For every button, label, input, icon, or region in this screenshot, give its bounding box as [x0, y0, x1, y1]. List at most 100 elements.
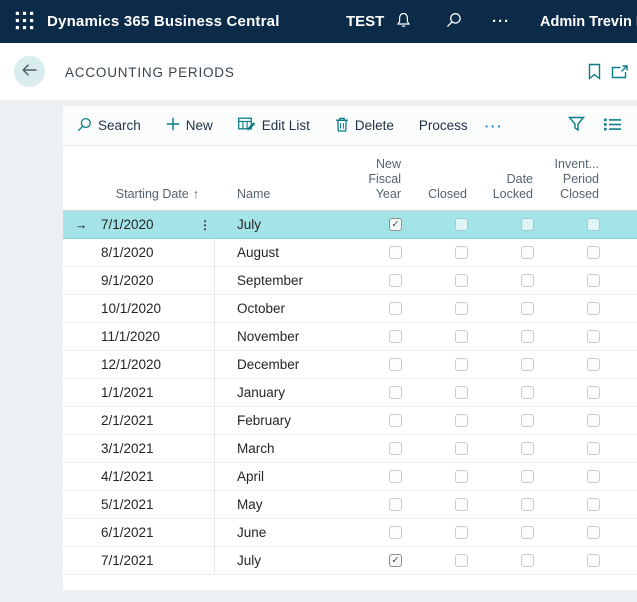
column-header-new-fiscal-year[interactable]: New Fiscal Year [343, 146, 409, 210]
checkbox-closed[interactable] [409, 526, 475, 539]
checkbox-new-fiscal-year[interactable] [343, 498, 409, 511]
cell-name[interactable]: October [215, 301, 343, 316]
checkbox-new-fiscal-year[interactable] [343, 246, 409, 259]
toolbar-more-button[interactable]: ··· [485, 118, 504, 134]
checkbox-closed[interactable] [409, 470, 475, 483]
cell-name[interactable]: April [215, 469, 343, 484]
table-row[interactable]: 10/1/2020 October [63, 295, 637, 323]
checkbox-new-fiscal-year[interactable] [343, 302, 409, 315]
cell-starting-date[interactable]: 9/1/2020 [99, 273, 199, 288]
checkbox-date-locked[interactable] [475, 414, 541, 427]
table-row[interactable]: 8/1/2020 August [63, 239, 637, 267]
row-menu-icon[interactable] [199, 519, 215, 546]
cell-name[interactable]: August [215, 245, 343, 260]
checkbox-inventory-period-closed[interactable] [541, 414, 607, 427]
open-in-new-window-button[interactable] [611, 65, 628, 82]
checkbox-new-fiscal-year[interactable] [343, 442, 409, 455]
table-row[interactable]: 6/1/2021 June [63, 519, 637, 547]
row-menu-icon[interactable] [199, 379, 215, 406]
cell-name[interactable]: January [215, 385, 343, 400]
checkbox-inventory-period-closed[interactable] [541, 386, 607, 399]
table-row[interactable]: 2/1/2021 February [63, 407, 637, 435]
cell-starting-date[interactable]: 10/1/2020 [99, 301, 199, 316]
app-launcher-button[interactable] [6, 0, 42, 43]
cell-starting-date[interactable]: 6/1/2021 [99, 525, 199, 540]
new-button[interactable]: New [166, 117, 213, 134]
cell-starting-date[interactable]: 3/1/2021 [99, 441, 199, 456]
navbar-more-button[interactable]: ··· [492, 0, 510, 43]
table-row[interactable]: 11/1/2020 November [63, 323, 637, 351]
checkbox-date-locked[interactable] [475, 554, 541, 567]
checkbox-closed[interactable] [409, 498, 475, 511]
search-list-button[interactable]: Search [77, 117, 141, 135]
user-menu[interactable]: Admin Trevin N [540, 0, 637, 43]
checkbox-new-fiscal-year[interactable] [343, 414, 409, 427]
row-menu-icon[interactable] [199, 267, 215, 294]
checkbox-inventory-period-closed[interactable] [541, 274, 607, 287]
cell-starting-date[interactable]: 5/1/2021 [99, 497, 199, 512]
table-row[interactable]: 7/1/2021 July ✓ [63, 547, 637, 575]
choose-view-button[interactable] [604, 118, 621, 134]
checkbox-new-fiscal-year[interactable] [343, 330, 409, 343]
edit-list-button[interactable]: Edit List [238, 117, 310, 134]
row-menu-icon[interactable] [199, 351, 215, 378]
column-header-date-locked[interactable]: Date Locked [475, 146, 541, 210]
checkbox-closed[interactable] [409, 414, 475, 427]
process-menu-button[interactable]: Process [419, 118, 468, 133]
checkbox-inventory-period-closed[interactable] [541, 358, 607, 371]
back-button[interactable] [14, 56, 45, 87]
table-row[interactable]: 5/1/2021 May [63, 491, 637, 519]
cell-starting-date[interactable]: 11/1/2020 [99, 329, 199, 344]
notifications-button[interactable] [396, 0, 411, 43]
row-menu-icon[interactable] [199, 407, 215, 434]
checkbox-new-fiscal-year[interactable]: ✓ [343, 218, 409, 231]
row-menu-icon[interactable] [199, 435, 215, 462]
checkbox-inventory-period-closed[interactable] [541, 498, 607, 511]
checkbox-closed[interactable] [409, 554, 475, 567]
cell-starting-date[interactable]: 7/1/2021 [99, 553, 199, 568]
checkbox-inventory-period-closed[interactable] [541, 442, 607, 455]
cell-name[interactable]: December [215, 357, 343, 372]
table-row[interactable]: 9/1/2020 September [63, 267, 637, 295]
checkbox-inventory-period-closed[interactable] [541, 246, 607, 259]
checkbox-closed[interactable] [409, 274, 475, 287]
checkbox-date-locked[interactable] [475, 470, 541, 483]
checkbox-new-fiscal-year[interactable]: ✓ [343, 554, 409, 567]
checkbox-date-locked[interactable] [475, 442, 541, 455]
checkbox-date-locked[interactable] [475, 498, 541, 511]
checkbox-closed[interactable] [409, 218, 475, 231]
checkbox-date-locked[interactable] [475, 526, 541, 539]
table-row[interactable]: → 7/1/2020 ⋮ July ✓ [63, 211, 637, 239]
checkbox-inventory-period-closed[interactable] [541, 302, 607, 315]
checkbox-closed[interactable] [409, 302, 475, 315]
row-menu-icon[interactable] [199, 323, 215, 350]
cell-name[interactable]: February [215, 413, 343, 428]
checkbox-date-locked[interactable] [475, 218, 541, 231]
table-row[interactable]: 3/1/2021 March [63, 435, 637, 463]
delete-button[interactable]: Delete [335, 117, 394, 135]
cell-name[interactable]: July [215, 217, 343, 232]
checkbox-closed[interactable] [409, 330, 475, 343]
table-row[interactable]: 4/1/2021 April [63, 463, 637, 491]
checkbox-date-locked[interactable] [475, 358, 541, 371]
environment-badge[interactable]: TEST [346, 0, 384, 43]
cell-starting-date[interactable]: 4/1/2021 [99, 469, 199, 484]
table-row[interactable]: 12/1/2020 December [63, 351, 637, 379]
checkbox-inventory-period-closed[interactable] [541, 470, 607, 483]
cell-starting-date[interactable]: 8/1/2020 [99, 245, 199, 260]
cell-starting-date[interactable]: 2/1/2021 [99, 413, 199, 428]
checkbox-new-fiscal-year[interactable] [343, 470, 409, 483]
checkbox-new-fiscal-year[interactable] [343, 526, 409, 539]
checkbox-inventory-period-closed[interactable] [541, 218, 607, 231]
row-menu-icon[interactable] [199, 463, 215, 490]
cell-name[interactable]: November [215, 329, 343, 344]
row-menu-icon[interactable]: ⋮ [199, 211, 215, 238]
cell-name[interactable]: September [215, 273, 343, 288]
checkbox-closed[interactable] [409, 442, 475, 455]
row-menu-icon[interactable] [199, 239, 215, 266]
cell-starting-date[interactable]: 1/1/2021 [99, 385, 199, 400]
cell-starting-date[interactable]: 12/1/2020 [99, 357, 199, 372]
checkbox-inventory-period-closed[interactable] [541, 526, 607, 539]
column-header-closed[interactable]: Closed [409, 146, 475, 210]
checkbox-inventory-period-closed[interactable] [541, 554, 607, 567]
